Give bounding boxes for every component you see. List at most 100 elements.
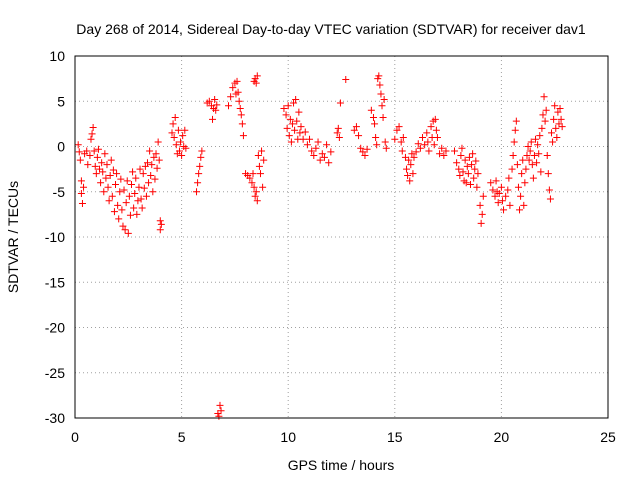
data-point — [194, 179, 202, 187]
data-point — [414, 140, 422, 148]
data-point — [291, 126, 299, 134]
data-point — [458, 144, 466, 152]
data-point — [168, 129, 176, 137]
data-point — [77, 177, 85, 185]
data-point — [296, 129, 304, 137]
y-tick-label: 0 — [57, 139, 65, 155]
data-point — [234, 88, 242, 96]
data-point — [378, 102, 386, 110]
data-point — [510, 138, 518, 146]
data-point — [523, 152, 531, 160]
data-point — [497, 183, 505, 191]
data-point — [325, 159, 333, 167]
data-point — [314, 138, 322, 146]
data-point — [169, 120, 177, 128]
y-tick-label: 5 — [57, 93, 65, 109]
data-point — [381, 138, 389, 146]
data-point — [357, 144, 365, 152]
data-point — [540, 93, 548, 101]
data-point — [152, 150, 160, 158]
data-point — [412, 148, 420, 156]
data-point — [195, 170, 203, 178]
data-point — [520, 201, 528, 209]
data-point — [320, 153, 328, 161]
data-point — [211, 95, 219, 103]
data-point — [476, 201, 484, 209]
x-tick-label: 20 — [494, 429, 510, 445]
data-point — [538, 124, 546, 132]
data-point — [179, 132, 187, 140]
data-point — [156, 226, 164, 234]
data-point — [106, 171, 114, 179]
data-point — [377, 90, 385, 98]
data-point — [287, 138, 295, 146]
data-point — [172, 141, 180, 149]
axis-ticks — [75, 56, 608, 418]
data-point — [409, 170, 417, 178]
data-point — [80, 183, 88, 191]
data-point — [438, 144, 446, 152]
data-point — [138, 204, 146, 212]
data-point — [225, 102, 233, 110]
data-point — [508, 165, 516, 173]
data-point — [286, 115, 294, 123]
data-point — [462, 179, 470, 187]
data-point — [478, 210, 486, 218]
data-point — [433, 133, 441, 141]
y-tick-label: 10 — [49, 48, 65, 64]
data-point — [100, 188, 108, 196]
data-point — [155, 156, 163, 164]
data-point — [380, 95, 388, 103]
data-point — [342, 76, 350, 84]
data-point — [395, 123, 403, 131]
data-point — [375, 72, 383, 80]
data-point — [77, 190, 85, 198]
data-point — [472, 157, 480, 165]
data-point — [116, 188, 124, 196]
data-point — [543, 152, 551, 160]
data-point — [509, 152, 517, 160]
data-point — [479, 192, 487, 200]
data-point — [407, 161, 415, 169]
data-point — [406, 177, 414, 185]
data-point — [255, 162, 263, 170]
data-point — [133, 210, 141, 218]
axis-tick-labels: 0 5 10 15 20 25 -30 -25 -20 -15 -10 -5 0 5 10 — [45, 48, 616, 445]
data-point — [522, 165, 530, 173]
data-point — [213, 101, 221, 109]
data-point — [110, 208, 118, 216]
data-point — [282, 111, 290, 119]
data-point — [154, 138, 162, 146]
data-point — [464, 170, 472, 178]
y-tick-label: -25 — [45, 365, 65, 381]
data-point — [129, 168, 137, 176]
data-point — [489, 186, 497, 194]
data-point — [494, 199, 502, 207]
data-point — [84, 161, 92, 169]
data-point — [259, 183, 267, 191]
data-point — [120, 186, 128, 194]
data-point — [139, 170, 147, 178]
data-point — [193, 188, 201, 196]
data-point — [549, 138, 557, 146]
data-point — [280, 104, 288, 112]
data-point — [132, 174, 140, 182]
data-point — [399, 133, 407, 141]
x-tick-label: 25 — [600, 429, 616, 445]
data-point — [235, 97, 243, 105]
data-point — [518, 170, 526, 178]
data-point — [327, 148, 335, 156]
data-point — [442, 147, 450, 155]
data-point — [558, 123, 566, 131]
data-point — [352, 123, 360, 131]
data-point — [254, 152, 262, 160]
data-point — [205, 97, 213, 105]
chart-title: Day 268 of 2014, Sidereal Day-to-day VTE… — [76, 21, 586, 37]
data-point — [297, 123, 305, 131]
data-point — [135, 183, 143, 191]
data-point — [530, 152, 538, 160]
data-point — [102, 174, 110, 182]
data-point — [174, 126, 182, 134]
data-point — [416, 144, 424, 152]
data-point — [431, 115, 439, 123]
